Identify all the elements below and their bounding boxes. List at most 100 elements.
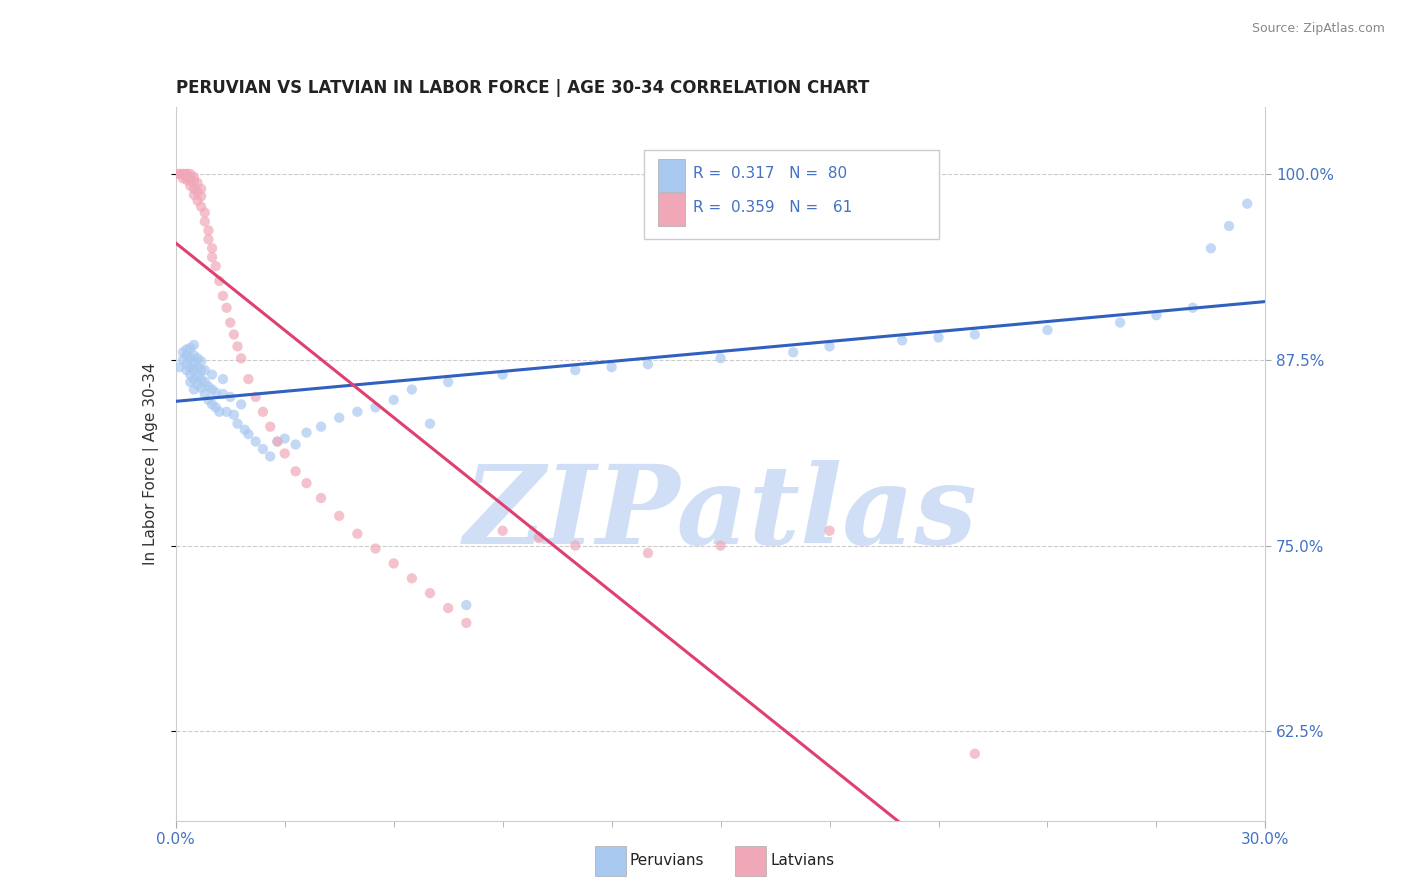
Point bbox=[172, 171, 194, 186]
Point bbox=[176, 357, 198, 371]
Point bbox=[201, 368, 224, 382]
Point bbox=[492, 524, 515, 538]
Point bbox=[259, 450, 281, 464]
Point bbox=[172, 352, 194, 367]
Point bbox=[710, 351, 733, 366]
Point bbox=[172, 167, 194, 181]
Point bbox=[437, 375, 460, 389]
Point bbox=[179, 360, 201, 375]
Point bbox=[183, 182, 205, 196]
Point bbox=[1199, 241, 1222, 255]
Point bbox=[183, 169, 205, 184]
Point bbox=[172, 167, 194, 181]
Point bbox=[179, 167, 201, 181]
Point bbox=[215, 301, 238, 315]
Point bbox=[401, 383, 423, 397]
Point bbox=[928, 330, 950, 344]
Point bbox=[274, 446, 297, 460]
Point bbox=[215, 405, 238, 419]
Point bbox=[419, 417, 441, 431]
Point bbox=[328, 508, 350, 523]
Point bbox=[284, 464, 307, 478]
Point bbox=[309, 419, 332, 434]
Point bbox=[204, 259, 226, 273]
Point bbox=[176, 363, 198, 377]
Point bbox=[364, 401, 387, 415]
Point bbox=[346, 526, 368, 541]
Point bbox=[183, 356, 205, 370]
Point bbox=[564, 539, 586, 553]
Point bbox=[197, 379, 219, 393]
FancyBboxPatch shape bbox=[658, 194, 685, 227]
Point bbox=[219, 316, 242, 330]
Point bbox=[208, 274, 231, 288]
Point bbox=[176, 167, 198, 181]
Point bbox=[190, 189, 212, 203]
Point bbox=[172, 345, 194, 359]
Point bbox=[183, 174, 205, 188]
Point bbox=[176, 169, 198, 184]
Point bbox=[201, 241, 224, 255]
Point bbox=[179, 178, 201, 193]
Point bbox=[600, 360, 623, 375]
Point bbox=[364, 541, 387, 556]
Point bbox=[179, 169, 201, 184]
Point bbox=[637, 357, 659, 371]
Point bbox=[208, 405, 231, 419]
Point bbox=[309, 491, 332, 505]
Point bbox=[401, 571, 423, 585]
Point bbox=[194, 214, 217, 228]
Point bbox=[238, 372, 260, 386]
Point bbox=[252, 442, 274, 456]
Point bbox=[274, 432, 297, 446]
Point bbox=[183, 338, 205, 352]
Point bbox=[382, 392, 405, 407]
Point bbox=[818, 524, 841, 538]
Point bbox=[186, 185, 209, 199]
Point bbox=[186, 378, 209, 392]
Text: PERUVIAN VS LATVIAN IN LABOR FORCE | AGE 30-34 CORRELATION CHART: PERUVIAN VS LATVIAN IN LABOR FORCE | AGE… bbox=[176, 79, 869, 97]
Point bbox=[419, 586, 441, 600]
Point bbox=[1181, 301, 1204, 315]
Point bbox=[176, 343, 198, 357]
Point bbox=[266, 434, 288, 449]
Point bbox=[194, 387, 217, 401]
Point bbox=[231, 397, 253, 411]
Point bbox=[204, 385, 226, 400]
Point bbox=[169, 167, 191, 181]
Point bbox=[179, 341, 201, 355]
Text: ZIPatlas: ZIPatlas bbox=[464, 460, 977, 567]
Point bbox=[284, 437, 307, 451]
Point bbox=[564, 363, 586, 377]
Point bbox=[295, 425, 318, 440]
Point bbox=[201, 250, 224, 264]
Point bbox=[328, 410, 350, 425]
Point bbox=[179, 174, 201, 188]
Point bbox=[1036, 323, 1059, 337]
Point bbox=[176, 348, 198, 362]
Point bbox=[527, 531, 550, 545]
Point bbox=[1146, 308, 1168, 322]
Text: Source: ZipAtlas.com: Source: ZipAtlas.com bbox=[1251, 22, 1385, 36]
Point bbox=[245, 434, 267, 449]
Point bbox=[190, 372, 212, 386]
Point bbox=[212, 372, 235, 386]
Point bbox=[197, 392, 219, 407]
Point bbox=[179, 375, 201, 389]
Point bbox=[456, 615, 478, 630]
Text: R =  0.317   N =  80: R = 0.317 N = 80 bbox=[693, 166, 848, 181]
Text: R =  0.359   N =   61: R = 0.359 N = 61 bbox=[693, 200, 852, 215]
Point bbox=[183, 383, 205, 397]
Point bbox=[222, 327, 245, 342]
Point bbox=[1218, 219, 1240, 233]
Point bbox=[1109, 316, 1132, 330]
Y-axis label: In Labor Force | Age 30-34: In Labor Force | Age 30-34 bbox=[143, 362, 159, 566]
Point bbox=[222, 408, 245, 422]
Point bbox=[190, 381, 212, 395]
Point bbox=[266, 434, 288, 449]
Point bbox=[190, 200, 212, 214]
Point bbox=[818, 339, 841, 353]
Point bbox=[231, 351, 253, 366]
Point bbox=[233, 423, 256, 437]
Point bbox=[710, 539, 733, 553]
